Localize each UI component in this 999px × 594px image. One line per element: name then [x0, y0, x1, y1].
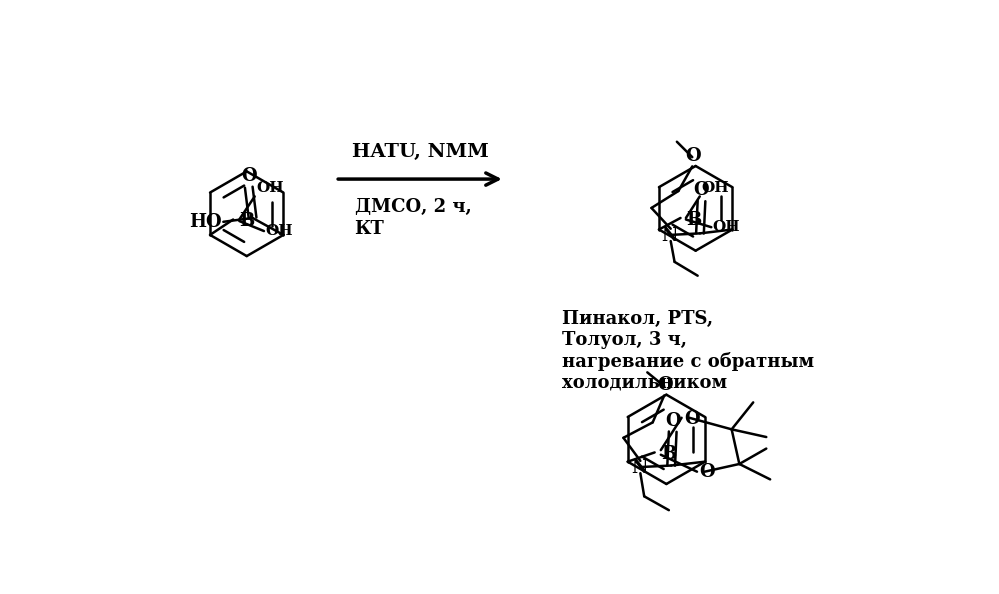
Text: Пинакол, PTS,
Толуол, 3 ч,
нагревание с обратным
холодильником: Пинакол, PTS, Толуол, 3 ч, нагревание с …	[562, 310, 814, 391]
Text: O: O	[699, 463, 715, 481]
Text: O: O	[685, 147, 701, 165]
Text: OH: OH	[713, 220, 740, 234]
Text: КТ: КТ	[355, 220, 385, 238]
Text: O: O	[684, 410, 699, 428]
Text: HATU, NMM: HATU, NMM	[352, 143, 489, 161]
Text: B: B	[660, 445, 676, 463]
Text: N: N	[661, 227, 678, 245]
Text: OH: OH	[266, 224, 293, 238]
Text: OH: OH	[257, 181, 284, 195]
Text: O: O	[657, 376, 672, 394]
Text: O: O	[693, 181, 709, 199]
Text: B: B	[686, 210, 701, 229]
Text: B: B	[240, 212, 255, 230]
Text: O: O	[665, 412, 680, 430]
Text: N: N	[631, 459, 647, 477]
Text: OH: OH	[701, 181, 729, 195]
Text: ДМСО, 2 ч,: ДМСО, 2 ч,	[355, 198, 472, 216]
Text: O: O	[241, 168, 257, 185]
Text: HO: HO	[189, 213, 222, 231]
